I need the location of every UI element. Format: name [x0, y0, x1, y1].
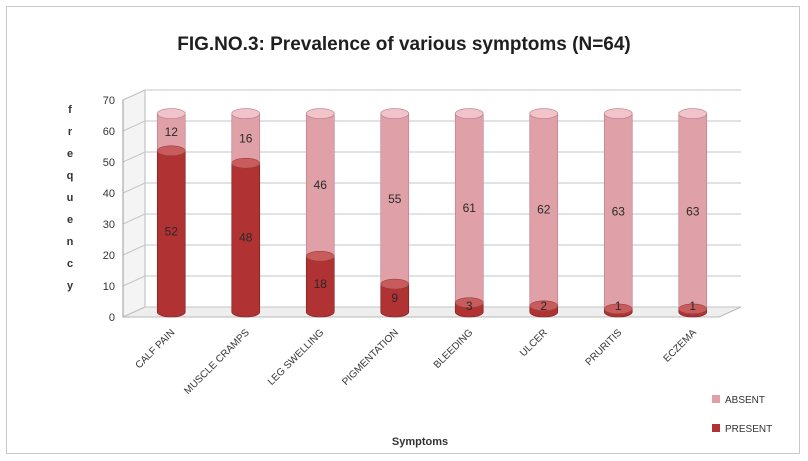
y-tick-label: 0: [109, 312, 115, 324]
gridline: [122, 213, 741, 225]
y-tick-label: 60: [103, 126, 115, 138]
bar-absent-top: [231, 108, 261, 119]
bar-present-top: [604, 303, 633, 315]
x-axis-label: Symptoms: [392, 436, 448, 448]
data-label-present: 48: [239, 231, 253, 245]
legend-label: ABSENT: [725, 395, 765, 406]
data-label-absent: 12: [165, 125, 179, 139]
y-tick-label: 40: [103, 188, 115, 200]
data-label-absent: 62: [537, 203, 551, 217]
y-tick-label: 20: [103, 250, 115, 262]
legend-swatch: [712, 395, 720, 403]
chart-frame: FIG.NO.3: Prevalence of various symptoms…: [6, 6, 800, 454]
data-label-absent: 46: [314, 178, 328, 192]
x-category-label: ECZEMA: [662, 327, 699, 364]
data-label-present: 2: [540, 299, 547, 313]
y-axis-label-char: e: [67, 214, 73, 226]
y-tick-label: 70: [103, 95, 115, 107]
chart-title: FIG.NO.3: Prevalence of various symptoms…: [177, 34, 631, 55]
y-axis-label-char: y: [67, 280, 74, 292]
bar-present-top: [306, 250, 335, 262]
y-axis-label-char: r: [68, 126, 73, 138]
bar-absent-top: [529, 108, 559, 119]
y-tick-label: 30: [103, 219, 115, 231]
floor: [122, 306, 742, 318]
x-category-label: BLEEDING: [432, 327, 476, 371]
chart-svg: FIG.NO.3: Prevalence of various symptoms…: [67, 34, 773, 448]
gridline: [122, 89, 741, 101]
y-axis-label-char: c: [67, 258, 73, 270]
bar-present-top: [231, 157, 260, 169]
data-label-absent: 61: [463, 201, 477, 215]
y-axis-label-char: q: [67, 170, 74, 182]
bars: 52 12 48 16 18 46 9 55 3 61 2 62 1 63 1 63: [156, 108, 708, 318]
legend-swatch: [712, 424, 720, 432]
data-label-present: 18: [314, 277, 328, 291]
y-tick-label: 50: [103, 157, 115, 169]
bar-absent-top: [156, 108, 186, 119]
gridline: [122, 120, 741, 132]
data-label-present: 52: [165, 224, 179, 238]
x-category-label: MUSCLE CRAMPS: [182, 327, 252, 397]
y-axis-label-char: f: [68, 104, 72, 116]
x-category-label: CALF PAIN: [134, 327, 178, 371]
gridlines: [122, 89, 742, 318]
gridline: [122, 275, 741, 287]
bar-present-top: [157, 145, 186, 157]
x-category-label: PIGMENTATION: [340, 327, 401, 388]
bar-present-top: [678, 303, 707, 315]
y-axis-label-char: e: [67, 148, 73, 160]
bar-absent-top: [603, 108, 633, 119]
bar-absent-top: [380, 108, 410, 119]
gridline: [122, 244, 741, 256]
gridline: [122, 182, 741, 194]
bar-absent-top: [678, 108, 708, 119]
bar-present-top: [380, 278, 409, 290]
data-label-present: 3: [466, 299, 473, 313]
x-axis-categories: CALF PAIN MUSCLE CRAMPS LEG SWELLING PIGMEN…: [134, 327, 700, 397]
x-category-label: LEG SWELLING: [266, 327, 327, 388]
side-wall: [122, 89, 146, 318]
data-label-absent: 63: [612, 204, 626, 218]
data-label-present: 9: [391, 291, 398, 305]
data-label-absent: 63: [686, 204, 700, 218]
y-axis-ticks: 0 10 20 30 40 50 60 70: [103, 95, 115, 324]
bar-absent-top: [454, 108, 484, 119]
y-tick-label: 10: [103, 281, 115, 293]
bar-present-top: [455, 297, 484, 308]
legend: ABSENT PRESENT: [712, 395, 772, 435]
data-label-absent: 55: [388, 192, 402, 206]
bar-present-top: [529, 300, 558, 311]
y-axis-label-char: u: [67, 192, 74, 204]
legend-label: PRESENT: [725, 424, 772, 435]
y-axis-label-char: n: [67, 236, 74, 248]
x-category-label: PRURITIS: [584, 327, 625, 368]
data-label-absent: 16: [239, 131, 253, 145]
bar-absent-top: [305, 108, 335, 119]
data-label-present: 1: [615, 299, 622, 313]
x-category-label: ULCER: [518, 327, 550, 359]
gridline: [122, 151, 741, 163]
data-label-present: 1: [689, 299, 696, 313]
